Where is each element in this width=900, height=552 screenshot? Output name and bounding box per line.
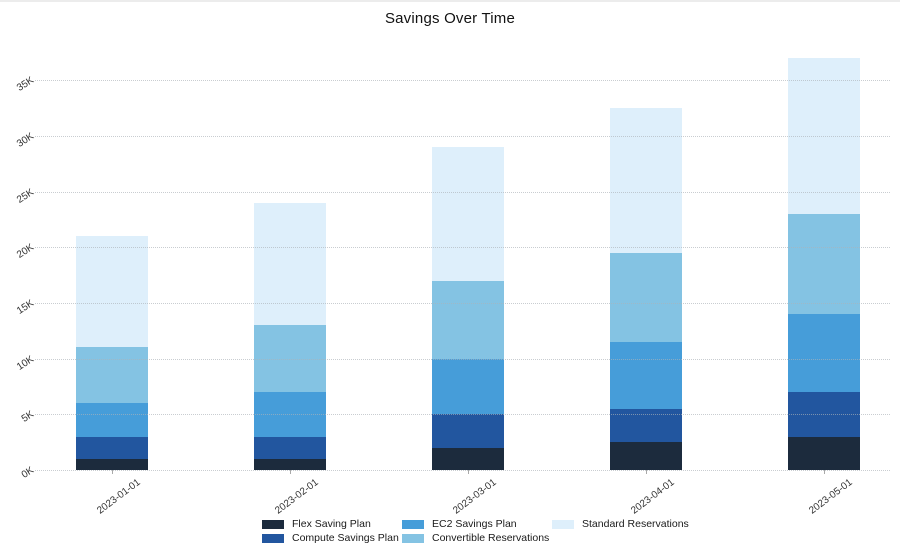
x-tick — [290, 470, 291, 474]
bar-segment — [76, 347, 148, 403]
x-tick — [646, 470, 647, 474]
bar-segment — [788, 214, 860, 314]
legend-item[interactable]: EC2 Savings Plan — [402, 517, 552, 531]
y-gridline — [35, 136, 890, 137]
x-tick-label: 2023-03-01 — [451, 477, 499, 517]
bar-segment — [788, 392, 860, 437]
bar-segment — [76, 236, 148, 347]
legend-label: Convertible Reservations — [432, 532, 550, 544]
y-tick-label: 30K — [15, 130, 36, 150]
legend-swatch — [402, 519, 424, 529]
legend-label: Standard Reservations — [582, 518, 689, 530]
y-tick-label: 5K — [19, 408, 36, 425]
y-tick-label: 20K — [15, 241, 36, 261]
bar-segment — [610, 253, 682, 342]
y-tick-label: 0K — [19, 464, 36, 481]
legend-swatch — [262, 519, 284, 529]
bar-segment — [610, 442, 682, 470]
bar-segment — [254, 459, 326, 470]
bar-segment — [76, 437, 148, 459]
legend-item[interactable]: Flex Saving Plan — [262, 517, 402, 531]
bar-segment — [254, 392, 326, 437]
x-tick-label: 2023-05-01 — [807, 477, 855, 517]
bar-segment — [432, 147, 504, 281]
x-tick-label: 2023-01-01 — [95, 477, 143, 517]
bar-segment — [610, 342, 682, 409]
y-tick-label: 15K — [15, 297, 36, 317]
bar-segment — [788, 58, 860, 214]
bar-segment — [432, 414, 504, 448]
y-gridline — [35, 470, 890, 471]
y-gridline — [35, 80, 890, 81]
legend-swatch — [552, 519, 574, 529]
y-tick-label: 25K — [15, 186, 36, 206]
legend-label: Flex Saving Plan — [292, 518, 371, 530]
bar-segment — [254, 325, 326, 392]
legend-label: Compute Savings Plan — [292, 532, 399, 544]
y-tick-label: 35K — [15, 74, 36, 94]
x-tick — [824, 470, 825, 474]
legend-swatch — [262, 533, 284, 543]
bar-segment — [610, 409, 682, 442]
bar-segment — [432, 448, 504, 470]
x-tick — [468, 470, 469, 474]
bar-segment — [610, 108, 682, 253]
bar-segment — [254, 203, 326, 325]
chart-title: Savings Over Time — [384, 10, 516, 27]
x-tick — [112, 470, 113, 474]
legend-item[interactable]: Compute Savings Plan — [262, 531, 402, 545]
x-tick-label: 2023-04-01 — [629, 477, 677, 517]
bar-segment — [432, 359, 504, 414]
x-tick-label: 2023-02-01 — [273, 477, 321, 517]
legend: Flex Saving Plan Compute Savings Plan EC2 … — [262, 517, 689, 545]
y-tick-label: 10K — [15, 353, 36, 373]
bar-segment — [76, 459, 148, 470]
bar-segment — [254, 437, 326, 459]
bar-segment — [788, 314, 860, 392]
legend-item[interactable]: Standard Reservations — [552, 517, 689, 531]
legend-item[interactable]: Convertible Reservations — [402, 531, 552, 545]
bar-segment — [432, 281, 504, 359]
bar-segment — [788, 437, 860, 470]
bar-segment — [76, 403, 148, 437]
legend-label: EC2 Savings Plan — [432, 518, 517, 530]
legend-swatch — [402, 533, 424, 543]
